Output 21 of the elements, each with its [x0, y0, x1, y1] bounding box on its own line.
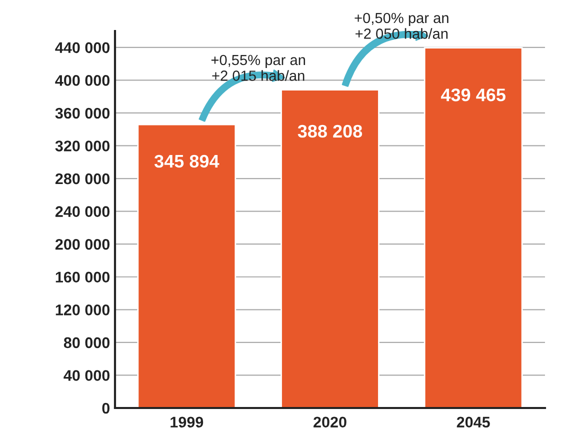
- y-tick-label: 40 000: [64, 370, 110, 381]
- data-label: 345 894: [154, 154, 220, 168]
- data-label: 388 208: [298, 124, 362, 138]
- y-tick-label: 120 000: [56, 304, 110, 316]
- y-tick-label: 160 000: [56, 272, 110, 283]
- y-tick-label: 280 000: [55, 173, 110, 184]
- x-tick-label: 1999: [170, 416, 204, 428]
- y-tick-label: 320 000: [55, 140, 110, 152]
- x-tick-label: 2020: [314, 416, 346, 428]
- y-tick-label: 200 000: [55, 238, 110, 250]
- y-tick-label: 400 000: [55, 75, 110, 86]
- y-tick-label: 0: [102, 402, 110, 414]
- y-tick-label: 360 000: [55, 108, 110, 119]
- y-tick-label: 80 000: [64, 337, 110, 348]
- y-tick-label: 440 000: [55, 42, 110, 54]
- bar: [137, 124, 236, 408]
- bar: [280, 89, 380, 408]
- y-tick-label: 240 000: [55, 206, 110, 217]
- x-tick-label: 2045: [456, 416, 490, 428]
- data-label: 439 465: [440, 88, 506, 102]
- bar: [424, 47, 523, 408]
